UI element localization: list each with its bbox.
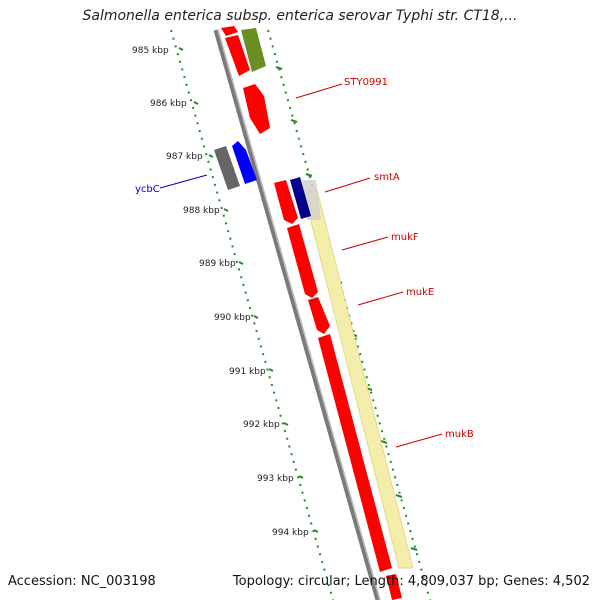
gene-labels: STY0991 smtA mukF mukE mukB ycbC bbox=[135, 77, 474, 440]
outer-track-ticks bbox=[275, 66, 418, 551]
gene-STY0991[interactable] bbox=[243, 84, 270, 134]
gene-label-smtA[interactable]: smtA bbox=[374, 172, 400, 183]
gene-label-mukB[interactable]: mukB bbox=[445, 429, 474, 440]
scale-label: 994 kbp bbox=[272, 528, 309, 538]
gene-feature[interactable] bbox=[225, 35, 250, 76]
genome-summary-text: Topology: circular; Length: 4,809,037 bp… bbox=[232, 574, 590, 589]
gene-feature[interactable] bbox=[386, 574, 402, 600]
gene-smtA[interactable] bbox=[274, 180, 298, 224]
gene-mukF[interactable] bbox=[287, 224, 318, 298]
gene-mukB[interactable] bbox=[318, 334, 392, 572]
scale-label: 986 kbp bbox=[150, 99, 187, 109]
callout-STY0991 bbox=[295, 83, 343, 99]
gene-feature[interactable] bbox=[214, 146, 240, 190]
scale-ticks bbox=[178, 47, 319, 533]
gene-label-mukF[interactable]: mukF bbox=[391, 232, 419, 243]
gene-label-STY0991[interactable]: STY0991 bbox=[344, 77, 388, 88]
scale-label: 992 kbp bbox=[243, 420, 280, 430]
callout-mukF bbox=[341, 236, 389, 251]
scale-label: 987 kbp bbox=[166, 152, 203, 162]
gene-feature[interactable] bbox=[290, 177, 311, 219]
gene-label-mukE[interactable]: mukE bbox=[406, 287, 434, 298]
map-title: Salmonella enterica subsp. enterica sero… bbox=[82, 8, 518, 24]
genome-backbone bbox=[213, 29, 381, 600]
scale-label: 991 kbp bbox=[229, 367, 266, 377]
operon-band bbox=[302, 189, 414, 569]
callout-ycbC bbox=[159, 174, 208, 189]
scale-labels: 985 kbp 986 kbp 987 kbp 988 kbp 989 kbp … bbox=[132, 46, 309, 538]
gene-label-ycbC[interactable]: ycbC bbox=[135, 184, 160, 195]
accession-text: Accession: NC_003198 bbox=[8, 574, 156, 589]
gene-ycbC[interactable] bbox=[232, 141, 257, 184]
callout-smtA bbox=[324, 177, 371, 193]
gene-feature[interactable] bbox=[221, 26, 238, 36]
scale-label: 990 kbp bbox=[214, 313, 251, 323]
callout-mukB bbox=[395, 433, 443, 448]
scale-label: 989 kbp bbox=[199, 259, 236, 269]
gene-feature[interactable] bbox=[241, 28, 266, 72]
gene-mukE[interactable] bbox=[308, 297, 330, 334]
callout-mukE bbox=[357, 291, 404, 306]
scale-label: 985 kbp bbox=[132, 46, 169, 56]
scale-label: 993 kbp bbox=[257, 474, 294, 484]
inner-dotted-track bbox=[170, 29, 334, 600]
scale-label: 988 kbp bbox=[183, 206, 220, 216]
